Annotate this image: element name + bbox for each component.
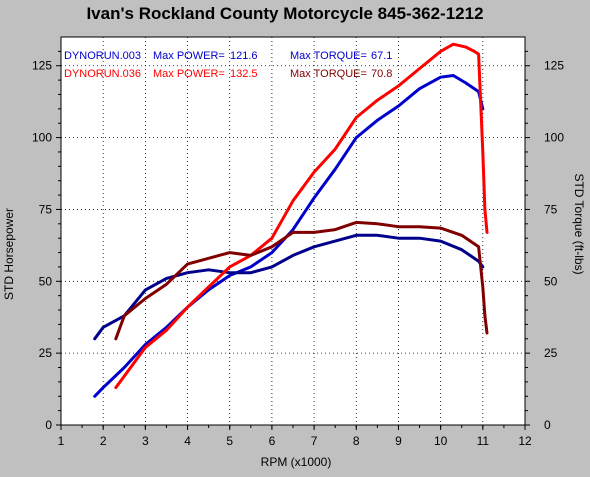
x-tick-label: 8 — [353, 434, 360, 448]
legend-run1-power-value: 121.6 — [230, 50, 258, 62]
series-line-dynorun-036-torque — [114, 220, 489, 341]
y-axis-label-left: STD Horsepower — [2, 208, 16, 300]
y-tick-label-left: 125 — [32, 59, 52, 73]
series-lines — [93, 42, 489, 398]
series-line-dynorun-036-power — [114, 42, 489, 390]
x-tick-label: 4 — [184, 434, 191, 448]
x-tick-label: 1 — [58, 434, 65, 448]
legend-run2-power-label: Max POWER= — [153, 68, 225, 80]
x-tick-label: 11 — [477, 434, 490, 448]
y-tick-label-left: 100 — [32, 131, 52, 145]
y-tick-label-left: 0 — [45, 418, 52, 432]
chart-title: Ivan's Rockland County Motorcycle 845-36… — [86, 4, 483, 23]
series-line-dynorun-003-torque — [93, 233, 485, 341]
legend-run2-power-value: 132.5 — [230, 68, 258, 80]
x-tick-label: 10 — [434, 434, 448, 448]
legend-run2-torque-value: 70.8 — [371, 68, 392, 80]
x-tick-label: 7 — [311, 434, 318, 448]
x-tick-label: 9 — [395, 434, 402, 448]
y-tick-label-right: 125 — [544, 59, 564, 73]
legend-run1-name: DYNORUN.003 — [64, 50, 141, 62]
x-tick-label: 5 — [226, 434, 233, 448]
x-tick-label: 3 — [142, 434, 149, 448]
legend-run1-torque-value: 67.1 — [371, 50, 392, 62]
x-axis-label: RPM (x1000) — [261, 455, 332, 469]
y-tick-label-right: 75 — [544, 202, 558, 216]
y-tick-label-right: 0 — [544, 418, 551, 432]
y-tick-label-left: 50 — [39, 274, 53, 288]
legend: DYNORUN.003 Max POWER= 121.6 Max TORQUE=… — [64, 50, 392, 80]
y-tick-label-right: 50 — [544, 274, 558, 288]
legend-run1-power-label: Max POWER= — [153, 50, 225, 62]
y-axis-label-right: STD Torque (ft-lbs) — [572, 173, 586, 274]
y-tick-label-left: 25 — [39, 346, 53, 360]
legend-run2-torque-label: Max TORQUE= — [290, 68, 367, 80]
y-tick-label-right: 100 — [544, 131, 564, 145]
series-line-dynorun-003-power — [93, 74, 485, 398]
x-tick-label: 12 — [518, 434, 532, 448]
y-tick-label-left: 75 — [39, 202, 53, 216]
y-tick-label-right: 25 — [544, 346, 558, 360]
x-tick-label: 2 — [100, 434, 107, 448]
x-tick-label: 6 — [269, 434, 276, 448]
legend-run1-torque-label: Max TORQUE= — [290, 50, 367, 62]
grid-lines — [61, 37, 525, 425]
legend-run2-name: DYNORUN.036 — [64, 68, 141, 80]
